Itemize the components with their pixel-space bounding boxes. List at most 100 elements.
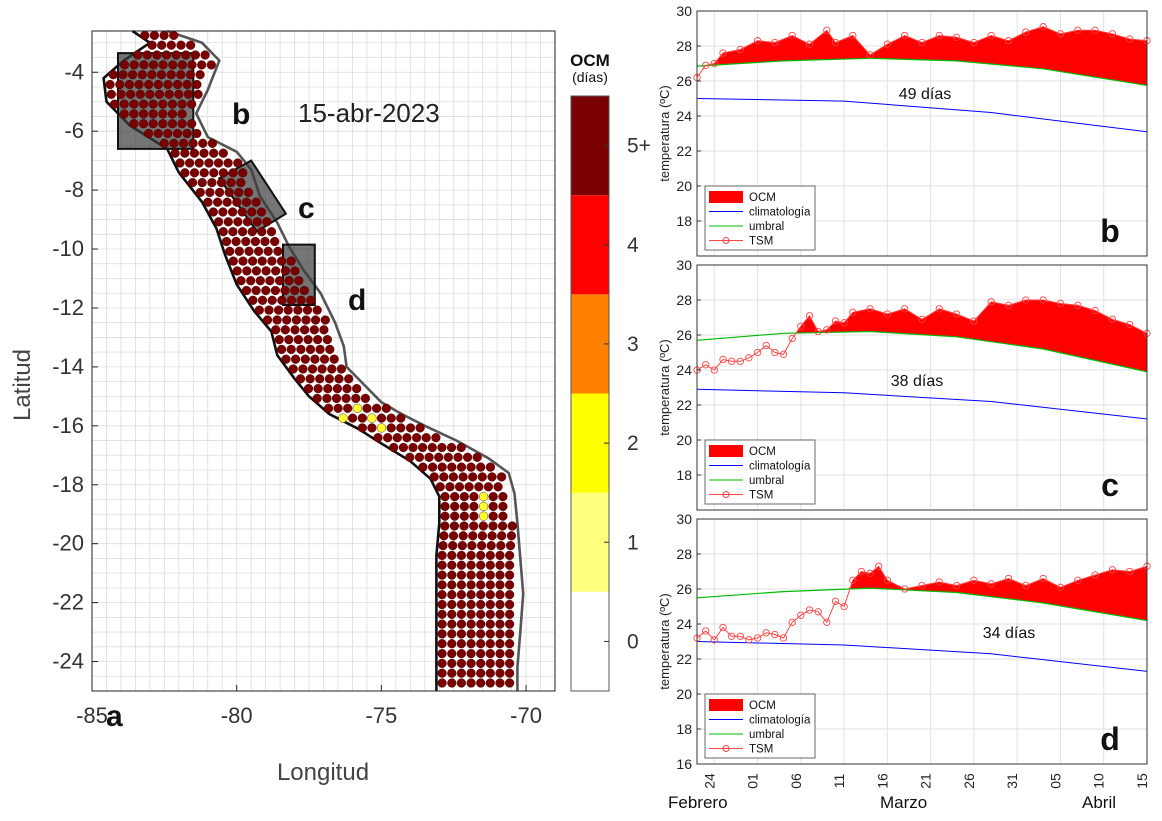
ocm-dot: [108, 70, 118, 80]
ocm-dot: [290, 285, 300, 296]
tsm-marker: [901, 305, 909, 313]
map-x-ticks: -85 -80 -75 -70: [76, 685, 542, 728]
ocm-dot: [456, 629, 467, 639]
ocm-dot: [466, 462, 476, 472]
ocm-dot: [158, 109, 168, 119]
ytick-label: 26: [676, 581, 692, 597]
ocm-dot: [312, 305, 322, 315]
ocm-dot: [281, 354, 291, 364]
tsm-marker: [849, 576, 857, 584]
ocm-dot: [351, 393, 361, 404]
panel-b: 18 20 22 24 26 28 30 temperatura (ºC) 49 días b OC…: [657, 3, 1151, 257]
tsm-marker: [719, 355, 727, 364]
ocm-dot: [187, 119, 197, 129]
tsm-marker: [1056, 299, 1065, 308]
ocm-dot: [334, 374, 344, 384]
colorbar-label: 0: [627, 630, 639, 653]
ocm-dot: [307, 364, 318, 374]
tsm-marker: [1004, 301, 1013, 309]
ocm-dot: [386, 413, 396, 423]
ocm-dot: [182, 79, 192, 90]
ocm-dot: [257, 295, 268, 305]
tsm-marker: [987, 31, 995, 40]
tsm-marker: [987, 298, 995, 306]
tsm-marker: [1022, 28, 1030, 36]
ocm-dot: [450, 501, 460, 512]
ocm-dot: [301, 315, 311, 325]
ocm-days-annotation: 49 días: [899, 86, 951, 103]
tsm-marker: [753, 634, 762, 642]
ocm-dot: [357, 423, 367, 433]
ocm-dot: [333, 403, 343, 413]
ocm-dot: [199, 148, 209, 158]
ocm-dot: [232, 197, 242, 207]
ocm-dot: [300, 354, 310, 364]
day-tick-label: 24: [701, 773, 717, 789]
colorbar-band: [571, 393, 609, 493]
ocm-dot: [447, 580, 457, 590]
ocm-dot: [177, 60, 188, 70]
legend-label: climatología: [749, 207, 811, 219]
tsm-marker: [797, 322, 805, 330]
ocm-dot: [129, 60, 139, 70]
tsm-marker: [771, 630, 779, 639]
day-tick-label: 06: [788, 773, 804, 789]
tsm-marker: [875, 562, 883, 570]
ocm-dot: [476, 658, 486, 669]
ocm-dot: [402, 433, 412, 443]
ocm-dot: [189, 168, 200, 178]
ocm-dot: [124, 79, 134, 90]
ocm-dot: [367, 423, 377, 433]
ocm-dot: [456, 639, 467, 649]
climatologia-line: [696, 388, 1148, 420]
ocm-dot: [476, 648, 486, 659]
ocm-dot: [485, 668, 495, 678]
ocm-dot: [248, 295, 258, 305]
tsm-marker: [1074, 576, 1082, 584]
ytick-label: 22: [676, 143, 692, 159]
ocm-dot: [169, 138, 179, 148]
legend-swatch-ocm: [709, 191, 743, 203]
ocm-dot: [468, 472, 478, 482]
ocm-dot: [156, 70, 167, 80]
ocm-dot: [505, 678, 515, 688]
ocm-dot: [496, 540, 506, 551]
ocm-dot: [138, 109, 149, 119]
ocm-dot: [437, 550, 447, 561]
ocm-dot: [498, 501, 508, 512]
ocm-dot: [228, 256, 238, 266]
ocm-dot: [357, 413, 367, 423]
ocm-dot: [421, 433, 431, 443]
ocm-dot: [448, 540, 458, 551]
map-date-label: 15-abr-2023: [298, 98, 440, 128]
ocm-dot: [456, 619, 467, 629]
ocm-dot: [434, 452, 444, 462]
tsm-marker: [1056, 583, 1065, 591]
ocm-dot: [428, 462, 438, 472]
ocm-dot: [505, 629, 515, 639]
ocm-dot: [291, 354, 301, 364]
ocm-dot: [495, 619, 505, 629]
ocm-dot: [106, 89, 116, 99]
ocm-dot: [313, 384, 323, 394]
ocm-dot: [456, 442, 466, 453]
tsm-marker: [779, 350, 788, 358]
ocm-dot: [456, 550, 467, 561]
ocm-dot: [447, 668, 457, 678]
ocm-dot: [447, 570, 457, 580]
ocm-dot: [231, 236, 241, 247]
ocm-dot: [251, 266, 262, 276]
map-ytick-label: -4: [64, 59, 84, 84]
ocm-dot: [437, 639, 447, 649]
ocm-dot: [466, 639, 476, 649]
ocm-dot: [246, 276, 256, 286]
tsm-marker: [719, 49, 727, 57]
ocm-dot: [286, 256, 296, 266]
ocm-dot: [116, 89, 126, 99]
ocm-dot: [295, 374, 306, 384]
ocm-dot: [440, 501, 450, 512]
ocm-dot: [456, 462, 467, 472]
ocm-dot: [139, 60, 149, 70]
ocm-dot: [362, 403, 372, 413]
ytick-label: 30: [676, 511, 692, 527]
